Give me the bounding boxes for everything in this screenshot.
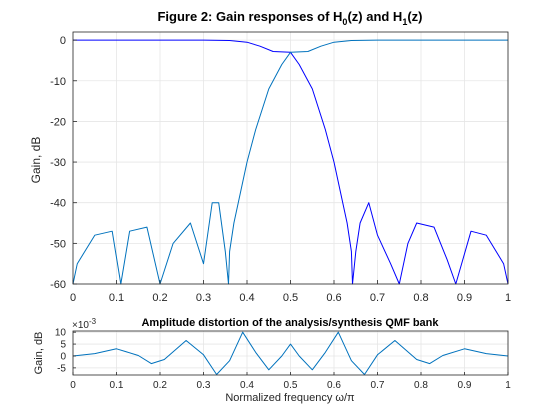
top-x-tick-label: 1 (505, 292, 511, 304)
top-series-group (72, 39, 509, 285)
top-chart-title: Figure 2: Gain responses of H0(z) and H1… (157, 9, 422, 27)
top-x-tick-label: 0.3 (196, 292, 211, 304)
bottom-x-ticks: 0 0.1 0.2 0.3 0.4 0.5 0.6 0.7 0.8 0.9 1 (70, 372, 511, 391)
bot-x-tick-label: 1 (505, 380, 511, 391)
bottom-series-group (72, 331, 509, 375)
top-series-line-1 (72, 39, 508, 285)
top-y-tick-label: -40 (50, 198, 66, 210)
bot-x-tick-label: 0.5 (284, 380, 298, 391)
bot-y-tick-label: -5 (57, 363, 66, 374)
bot-x-tick-label: 0.6 (327, 380, 341, 391)
bot-series-line-0 (72, 331, 509, 375)
top-y-tick-label: -30 (50, 157, 66, 169)
bottom-y-axis-exponent: ×10-3 (72, 317, 97, 331)
top-x-tick-label: 0.1 (109, 292, 124, 304)
top-x-ticks: 0 0.1 0.2 0.3 0.4 0.5 0.6 0.7 0.8 0.9 1 (70, 280, 511, 304)
top-x-tick-label: 0.8 (413, 292, 428, 304)
top-x-tick-label: 0.7 (370, 292, 385, 304)
top-x-tick-label: 0.4 (239, 292, 254, 304)
bot-x-tick-label: 0.3 (197, 380, 211, 391)
bot-y-tick-label: 5 (60, 340, 66, 351)
bot-x-tick-label: 0.7 (371, 380, 385, 391)
bot-y-tick-label: 10 (55, 328, 67, 339)
top-x-tick-label: 0.2 (152, 292, 167, 304)
bot-y-tick-label: 0 (60, 351, 66, 362)
top-axes: 0 0.1 0.2 0.3 0.4 0.5 0.6 0.7 0.8 0.9 1 0 -10 -20 -30… (29, 31, 511, 304)
top-y-ticks: 0 -10 -20 -30 -40 -50 -60 (50, 35, 77, 291)
bottom-y-axis-label: Gain, dB (33, 332, 45, 375)
top-x-tick-label: 0.6 (326, 292, 341, 304)
top-x-tick-label: 0 (70, 292, 76, 304)
top-x-tick-label: 0.5 (283, 292, 298, 304)
bot-x-tick-label: 0.4 (240, 380, 254, 391)
bot-x-tick-label: 0.2 (153, 380, 167, 391)
top-y-tick-label: -60 (50, 279, 66, 291)
top-y-tick-label: -50 (50, 238, 66, 250)
top-y-tick-label: -20 (50, 116, 66, 128)
bot-x-tick-label: 0.8 (414, 380, 428, 391)
bot-x-tick-label: 0.9 (458, 380, 472, 391)
bot-x-tick-label: 0 (70, 380, 76, 391)
bottom-grid (72, 331, 509, 375)
top-y-tick-label: -10 (50, 76, 66, 88)
bottom-chart-title: Amplitude distortion of the analysis/syn… (141, 317, 439, 329)
top-x-tick-label: 0.9 (457, 292, 472, 304)
top-y-tick-label: 0 (60, 35, 66, 47)
top-series-line-0 (73, 39, 509, 285)
bot-x-tick-label: 0.1 (110, 380, 124, 391)
bottom-x-axis-label: Normalized frequency ω/π (225, 392, 355, 404)
top-grid (72, 32, 509, 285)
top-y-axis-label: Gain, dB (29, 137, 43, 184)
